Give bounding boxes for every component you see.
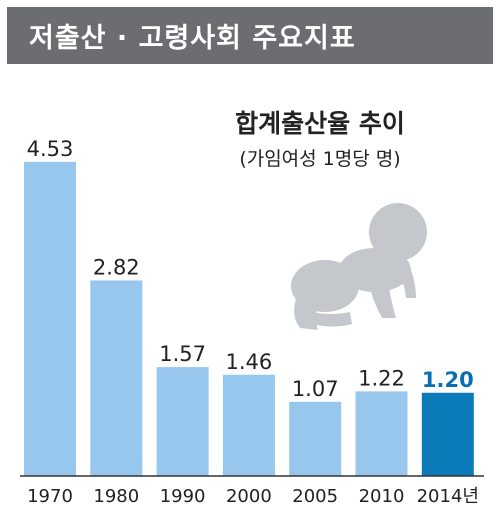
category-label: 2005 [292,486,338,507]
bar-value-label: 1.20 [422,368,474,392]
category-label: 2000 [226,486,272,507]
header-banner: 저출산 · 고령사회 주요지표 [7,7,493,64]
bar-2014년 [421,392,474,476]
bar-2005 [289,401,342,476]
category-label: 2014년 [417,486,479,507]
category-label: 1970 [27,486,73,507]
bar-value-label: 2.82 [93,255,140,279]
header-title: 저출산 · 고령사회 주요지표 [29,23,356,54]
bar-1980 [90,280,143,476]
bar-2010 [355,391,408,476]
bar-value-label: 1.57 [159,342,206,366]
bar-value-label: 1.22 [358,366,405,390]
bar-value-label: 1.46 [226,350,273,374]
bar-1970 [24,161,76,476]
bar-2000 [222,374,275,476]
category-label: 1980 [93,486,139,507]
category-label: 1990 [160,486,206,507]
bar-value-label: 4.53 [27,137,74,161]
chart-title: 합계출산율 추이 [235,109,405,138]
bar-1990 [156,367,209,476]
category-label: 2010 [359,486,405,507]
crawling-baby-icon [291,203,427,330]
bar-value-label: 1.07 [292,377,339,401]
chart-subtitle: (가임여성 1명당 명) [239,148,401,170]
